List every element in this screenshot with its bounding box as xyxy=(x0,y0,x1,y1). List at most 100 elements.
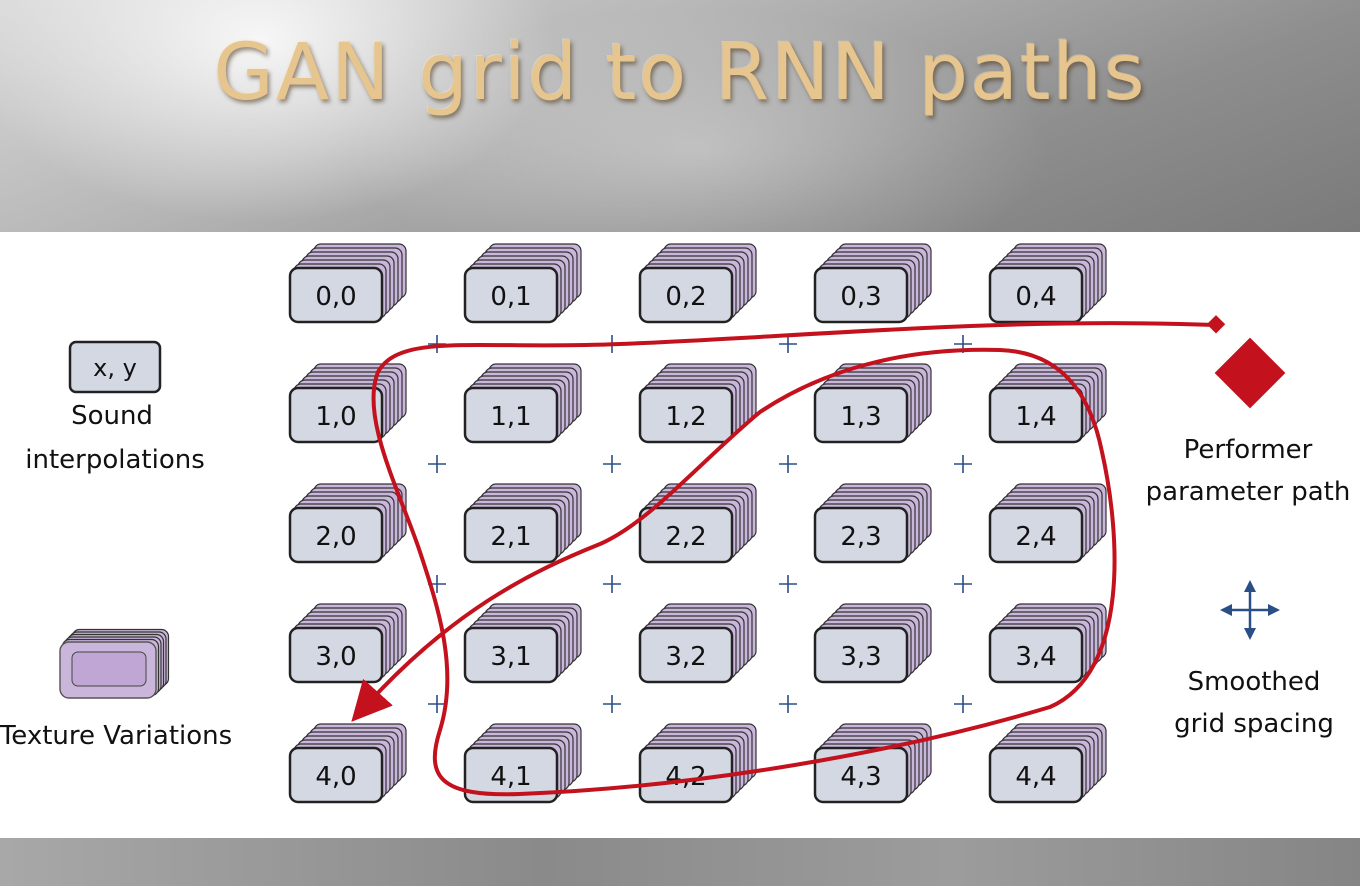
grid-cell-label: 3,1 xyxy=(490,642,531,672)
grid-cell: 0,1 xyxy=(463,243,582,324)
grid-cell-card xyxy=(288,386,384,444)
grid-cell: 3,4 xyxy=(988,603,1107,684)
grid-cell-label: 1,3 xyxy=(840,402,881,432)
grid-cell: 1,4 xyxy=(988,363,1107,444)
grid-cross-icon xyxy=(428,695,446,713)
grid-cell-label: 1,2 xyxy=(665,402,706,432)
grid-cell: 3,0 xyxy=(288,603,407,684)
grid-cell-card xyxy=(988,626,1084,684)
grid-cell-card xyxy=(288,266,384,324)
grid-cell: 0,2 xyxy=(638,243,757,324)
grid-cell-label: 4,3 xyxy=(840,762,881,792)
performer-path-curve xyxy=(351,321,1218,797)
grid-cross-icon xyxy=(603,695,621,713)
grid-cross-icon xyxy=(779,455,797,473)
grid-cell-card xyxy=(813,386,909,444)
grid-cell-label: 3,0 xyxy=(315,642,356,672)
grid-cell-label: 0,1 xyxy=(490,282,531,312)
grid-cell-label: 4,4 xyxy=(1015,762,1056,792)
grid-cell: 1,0 xyxy=(288,363,407,444)
grid-cell-label: 2,0 xyxy=(315,522,356,552)
slide-footer xyxy=(0,838,1360,886)
grid-cell: 0,0 xyxy=(288,243,407,324)
texture-stack-icon xyxy=(59,628,170,699)
grid-cell-card xyxy=(813,626,909,684)
grid-cross-icon xyxy=(954,455,972,473)
grid-cell: 1,2 xyxy=(638,363,757,444)
slide-header: GAN grid to RNN paths xyxy=(0,0,1360,232)
grid-cell-label: 3,3 xyxy=(840,642,881,672)
grid-cell-label: 2,1 xyxy=(490,522,531,552)
grid-cell: 4,3 xyxy=(813,723,932,804)
grid-cell-card xyxy=(813,746,909,804)
grid-cell: 2,0 xyxy=(288,483,407,564)
legend-texture-variations: Texture Variations xyxy=(0,628,232,751)
grid-cross-icon xyxy=(779,695,797,713)
grid-cell-label: 2,3 xyxy=(840,522,881,552)
grid-cell: 4,1 xyxy=(463,723,582,804)
legend-sound-interpolation: x, y Sound interpolations xyxy=(25,340,205,475)
grid-cell: 4,2 xyxy=(638,723,757,804)
legend-xy-box xyxy=(68,340,162,394)
grid-cell-label: 1,1 xyxy=(490,402,531,432)
grid-cross-icon xyxy=(603,575,621,593)
four-way-arrow-icon xyxy=(1220,580,1280,640)
legend-xy-label: x, y xyxy=(93,354,137,382)
grid-cell-card xyxy=(288,746,384,804)
grid-cell-card xyxy=(638,386,734,444)
grid-cell-card xyxy=(288,626,384,684)
path-start-diamond xyxy=(1206,315,1226,334)
grid-cell: 4,0 xyxy=(288,723,407,804)
grid-cell-card xyxy=(463,386,559,444)
grid-cross-icon xyxy=(954,695,972,713)
grid-cell: 0,3 xyxy=(813,243,932,324)
legend-performer-line2: parameter path xyxy=(1146,477,1351,507)
grid-cell-card xyxy=(638,506,734,564)
legend-texture-label: Texture Variations xyxy=(0,721,232,751)
sound-grid: 0,0 0,1 0,2 0,3 0,4 1,0 1,1 1,2 1,3 1,4 2,0 2,1 2,2 2… xyxy=(288,243,1107,804)
grid-cross-icon xyxy=(428,455,446,473)
grid-cell: 3,2 xyxy=(638,603,757,684)
grid-cell-card xyxy=(463,746,559,804)
legend-performer-line1: Performer xyxy=(1184,435,1313,465)
slide-title: GAN grid to RNN paths xyxy=(213,28,1147,118)
grid-cell-card xyxy=(638,266,734,324)
grid-cell-label: 3,4 xyxy=(1015,642,1056,672)
legend-performer-path: Performer parameter path xyxy=(1146,337,1351,507)
legend-sound-line2: interpolations xyxy=(25,445,205,475)
legend-smoothed-line1: Smoothed xyxy=(1188,667,1321,697)
grid-cell-card xyxy=(813,506,909,564)
grid-cross-icon xyxy=(954,575,972,593)
grid-cell: 2,1 xyxy=(463,483,582,564)
performer-diamond-icon xyxy=(1214,337,1286,409)
grid-cell-label: 4,1 xyxy=(490,762,531,792)
grid-cell-card xyxy=(813,266,909,324)
grid-cell: 2,3 xyxy=(813,483,932,564)
grid-cell-label: 0,0 xyxy=(315,282,356,312)
grid-cell: 1,1 xyxy=(463,363,582,444)
grid-cell-card xyxy=(463,506,559,564)
grid-cross-icon xyxy=(779,575,797,593)
grid-cell-card xyxy=(638,626,734,684)
grid-cross-icon xyxy=(603,455,621,473)
smoothed-grid-crosses xyxy=(428,335,972,713)
grid-cell: 0,4 xyxy=(988,243,1107,324)
grid-cell-card xyxy=(463,266,559,324)
grid-cell-label: 0,2 xyxy=(665,282,706,312)
grid-cell-card xyxy=(288,506,384,564)
grid-cell-card xyxy=(988,746,1084,804)
legend-smoothed-grid: Smoothed grid spacing xyxy=(1174,580,1334,739)
diagram-panel: 0,0 0,1 0,2 0,3 0,4 1,0 1,1 1,2 1,3 1,4 2,0 2,1 2,2 2… xyxy=(0,232,1360,838)
grid-cell: 3,1 xyxy=(463,603,582,684)
gan-grid-diagram: 0,0 0,1 0,2 0,3 0,4 1,0 1,1 1,2 1,3 1,4 2,0 2,1 2,2 2… xyxy=(0,243,1351,804)
grid-cell-card xyxy=(988,266,1084,324)
grid-cell: 1,3 xyxy=(813,363,932,444)
grid-cell-card xyxy=(988,506,1084,564)
grid-cell: 2,2 xyxy=(638,483,757,564)
grid-cell-card xyxy=(988,386,1084,444)
grid-cell-label: 0,4 xyxy=(1015,282,1056,312)
grid-cell-label: 2,2 xyxy=(665,522,706,552)
grid-cell-card xyxy=(463,626,559,684)
legend-smoothed-line2: grid spacing xyxy=(1174,709,1334,739)
grid-cell-label: 3,2 xyxy=(665,642,706,672)
